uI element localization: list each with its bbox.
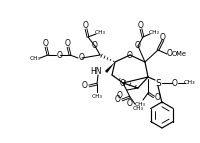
Text: CH₃: CH₃ [182,81,194,86]
Text: CH₃: CH₃ [29,55,40,60]
Text: O: O [83,21,88,30]
Text: O: O [159,33,165,42]
Polygon shape [104,62,114,73]
Text: O: O [119,79,125,88]
Text: O: O [134,41,140,50]
Text: O: O [166,49,172,58]
Text: CH₃: CH₃ [148,30,159,35]
Text: O: O [79,53,85,62]
Text: O: O [137,21,143,30]
Text: O: O [154,94,160,103]
Text: CH₃: CH₃ [91,94,102,99]
Text: O: O [65,39,71,48]
Text: O: O [171,79,177,88]
Text: S: S [154,79,160,88]
Text: O: O [114,96,120,105]
Text: O: O [57,50,63,59]
Text: CH₃: CH₃ [132,106,143,111]
Text: OMe: OMe [171,51,186,57]
Text: O: O [92,41,97,50]
Text: O: O [126,99,132,108]
Text: O: O [82,82,88,91]
Text: O: O [126,50,132,59]
Text: CH₃: CH₃ [134,102,145,107]
Text: O: O [116,92,122,101]
Text: HN: HN [90,67,101,77]
Text: O: O [43,39,49,48]
Text: CH₃: CH₃ [94,30,105,35]
